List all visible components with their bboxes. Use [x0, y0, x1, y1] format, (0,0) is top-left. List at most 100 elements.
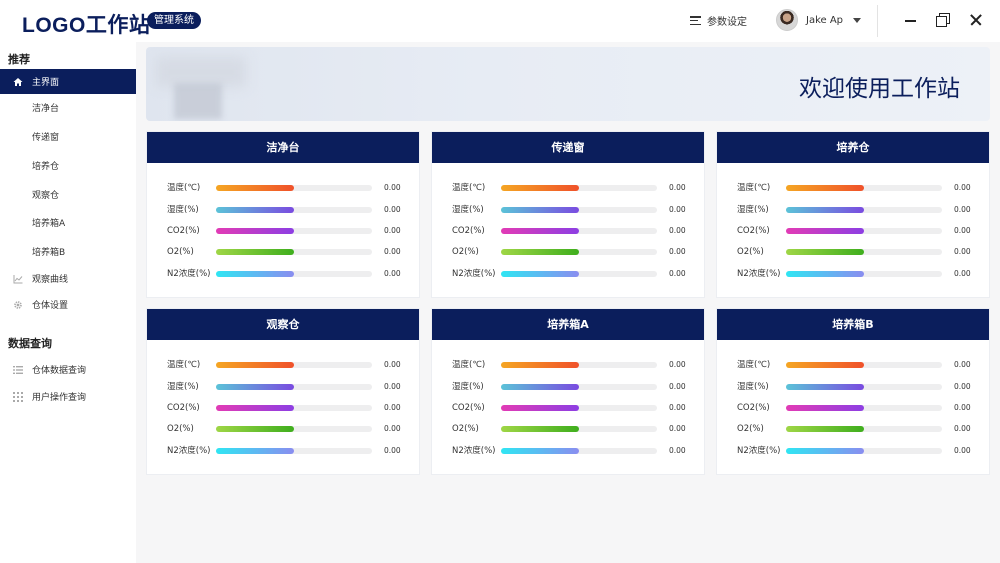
metric-label: CO2(%) — [737, 226, 770, 236]
metric-value: 0.00 — [669, 183, 686, 192]
metric-bar-fill — [216, 384, 294, 390]
metric-bar-track — [786, 405, 942, 411]
metric-value: 0.00 — [669, 424, 686, 433]
metric-label: N2浓度(%) — [737, 269, 781, 279]
metric-value: 0.00 — [954, 424, 971, 433]
metric-bar-track — [501, 426, 657, 432]
metric-label: O2(%) — [167, 247, 194, 257]
metric-label: N2浓度(%) — [737, 446, 781, 456]
metric-humidity: 湿度(%) 0.00 — [432, 203, 706, 217]
section-title-data-query: 数据查询 — [8, 337, 52, 350]
metric-co2: CO2(%) 0.00 — [717, 224, 991, 238]
metric-value: 0.00 — [954, 360, 971, 369]
close-icon[interactable] — [968, 12, 984, 28]
sidebar-item-label: 洁净台 — [32, 104, 60, 114]
chevron-down-icon — [853, 17, 862, 23]
metric-bar-fill — [216, 249, 294, 255]
metric-bar-fill — [501, 384, 579, 390]
metric-bar-fill — [501, 207, 579, 213]
chart-icon — [13, 274, 23, 284]
card-pass-box: 传递窗 温度(℃) 0.00 湿度(%) 0.00 CO2(%) 0.00 O2(%) 0.00… — [431, 131, 705, 298]
metric-bar-fill — [216, 362, 294, 368]
metric-label: O2(%) — [452, 247, 479, 257]
metric-bar-fill — [786, 426, 864, 432]
metric-bar-fill — [786, 228, 864, 234]
metric-bar-track — [501, 405, 657, 411]
metric-bar-fill — [216, 207, 294, 213]
sidebar-item-clean-bench[interactable]: 洁净台 — [0, 95, 136, 120]
metric-n2: N2浓度(%) 0.00 — [147, 267, 421, 281]
sidebar-item-incubator-a[interactable]: 培养箱A — [0, 210, 136, 235]
sidebar: 推荐 主界面 洁净台 传递窗 培养仓 观察仓 培养箱A 培养箱B 观察曲线 仓体… — [0, 42, 136, 563]
metric-bar-track — [216, 271, 372, 277]
metric-o2: O2(%) 0.00 — [147, 422, 421, 436]
metric-humidity: 湿度(%) 0.00 — [717, 203, 991, 217]
metric-bar-track — [216, 207, 372, 213]
sidebar-item-label: 观察曲线 — [32, 275, 69, 285]
metric-humidity: 湿度(%) 0.00 — [147, 380, 421, 394]
metric-o2: O2(%) 0.00 — [147, 245, 421, 259]
metric-value: 0.00 — [384, 226, 401, 235]
restore-icon[interactable] — [935, 12, 951, 28]
sidebar-item-chamber-data[interactable]: 仓体数据查询 — [0, 357, 136, 382]
metric-co2: CO2(%) 0.00 — [432, 224, 706, 238]
metric-value: 0.00 — [954, 446, 971, 455]
sidebar-item-label: 传递窗 — [32, 133, 60, 143]
metric-value: 0.00 — [669, 247, 686, 256]
metric-label: CO2(%) — [167, 403, 200, 413]
metric-n2: N2浓度(%) 0.00 — [717, 444, 991, 458]
metric-bar-track — [216, 448, 372, 454]
metric-value: 0.00 — [954, 226, 971, 235]
metric-value: 0.00 — [954, 183, 971, 192]
metric-value: 0.00 — [954, 205, 971, 214]
metric-bar-fill — [786, 249, 864, 255]
sidebar-item-culture-chamber[interactable]: 培养仓 — [0, 153, 136, 178]
metric-label: N2浓度(%) — [167, 269, 211, 279]
metric-n2: N2浓度(%) 0.00 — [432, 444, 706, 458]
metric-temperature: 温度(℃) 0.00 — [717, 358, 991, 372]
metric-bar-track — [216, 384, 372, 390]
metric-value: 0.00 — [669, 269, 686, 278]
top-header: LOGO工作站 管理系统 参数设定 Jake Ap — [0, 0, 1000, 42]
sidebar-item-pass-box[interactable]: 传递窗 — [0, 124, 136, 149]
metric-value: 0.00 — [669, 360, 686, 369]
metric-label: 湿度(%) — [167, 382, 199, 392]
metric-value: 0.00 — [384, 360, 401, 369]
metric-bar-fill — [501, 362, 579, 368]
metric-bar-track — [786, 426, 942, 432]
metric-bar-track — [501, 384, 657, 390]
metric-co2: CO2(%) 0.00 — [432, 401, 706, 415]
sidebar-item-incubator-b[interactable]: 培养箱B — [0, 239, 136, 264]
sidebar-item-observation-chamber[interactable]: 观察仓 — [0, 182, 136, 207]
metric-bar-track — [786, 228, 942, 234]
metric-temperature: 温度(℃) 0.00 — [147, 181, 421, 195]
metric-label: 温度(℃) — [452, 183, 486, 193]
sidebar-item-label: 培养箱B — [32, 248, 66, 258]
metric-humidity: 湿度(%) 0.00 — [432, 380, 706, 394]
sidebar-item-chamber-settings[interactable]: 仓体设置 — [0, 292, 136, 317]
sidebar-item-user-ops[interactable]: 用户操作查询 — [0, 384, 136, 409]
sidebar-item-curves[interactable]: 观察曲线 — [0, 266, 136, 291]
sidebar-item-label: 用户操作查询 — [32, 393, 87, 403]
card-clean-bench: 洁净台 温度(℃) 0.00 湿度(%) 0.00 CO2(%) 0.00 O2(%) 0.00… — [146, 131, 420, 298]
metric-bar-track — [501, 185, 657, 191]
metric-label: 温度(℃) — [167, 183, 201, 193]
settings-button[interactable]: 参数设定 — [690, 13, 747, 28]
sidebar-item-home[interactable]: 主界面 — [0, 69, 136, 94]
metric-bar-fill — [501, 228, 579, 234]
metric-value: 0.00 — [954, 403, 971, 412]
metric-label: N2浓度(%) — [452, 446, 496, 456]
user-menu[interactable]: Jake Ap — [776, 9, 862, 31]
metric-bar-track — [786, 271, 942, 277]
metric-label: 湿度(%) — [452, 382, 484, 392]
metric-value: 0.00 — [384, 269, 401, 278]
metric-label: CO2(%) — [452, 403, 485, 413]
metric-label: 温度(℃) — [167, 360, 201, 370]
minimize-icon[interactable] — [903, 12, 919, 28]
metric-bar-track — [216, 362, 372, 368]
metric-value: 0.00 — [384, 205, 401, 214]
metric-bar-fill — [216, 271, 294, 277]
settings-label: 参数设定 — [707, 17, 747, 28]
sidebar-item-label: 培养箱A — [32, 219, 66, 229]
metric-value: 0.00 — [384, 424, 401, 433]
